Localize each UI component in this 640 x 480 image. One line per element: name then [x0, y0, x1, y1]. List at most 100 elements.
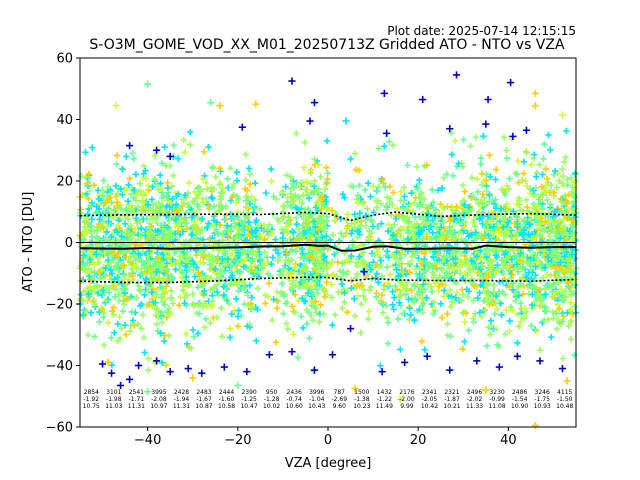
scatter-point — [85, 195, 92, 202]
scatter-point — [300, 164, 308, 171]
scatter-point — [437, 300, 445, 308]
scatter-point — [139, 199, 146, 206]
scatter-point — [149, 278, 156, 285]
scatter-point — [473, 175, 481, 182]
scatter-point — [429, 229, 436, 237]
scatter-point — [198, 215, 206, 223]
scatter-point — [114, 190, 121, 197]
scatter-point — [367, 283, 375, 291]
scatter-point — [198, 226, 206, 233]
scatter-point — [182, 209, 190, 216]
scatter-point — [321, 185, 329, 193]
scatter-point — [542, 165, 549, 173]
scatter-point — [502, 331, 509, 338]
scatter-point — [89, 252, 96, 259]
scatter-point — [114, 199, 121, 206]
scatter-point — [423, 294, 430, 302]
scatter-point — [506, 317, 513, 325]
scatter-point — [548, 334, 555, 341]
scatter-point — [150, 208, 157, 215]
scatter-point — [117, 185, 125, 193]
bin-count-label: 4115 — [557, 389, 572, 396]
scatter-point — [386, 271, 394, 278]
scatter-point — [131, 263, 138, 271]
scatter-point — [362, 186, 369, 194]
bin-count-label: 2541 — [129, 389, 144, 396]
scatter-point — [125, 231, 132, 238]
bin-std-label: 10.47 — [240, 403, 257, 410]
scatter-point — [177, 224, 184, 232]
scatter-point — [265, 280, 273, 287]
outlier-point — [380, 89, 388, 97]
scatter-point — [172, 216, 180, 223]
scatter-point — [129, 150, 136, 157]
scatter-point — [199, 254, 207, 261]
scatter-point — [176, 302, 183, 309]
scatter-point — [486, 152, 493, 159]
y-tick-label: 40 — [56, 113, 73, 128]
scatter-point — [95, 259, 102, 266]
scatter-point — [347, 155, 354, 163]
outlier-point — [144, 80, 152, 88]
bin-mean-label: -1.60 — [219, 396, 235, 403]
scatter-point — [523, 196, 530, 204]
scatter-point — [100, 309, 108, 317]
scatter-point — [390, 189, 397, 196]
scatter-point — [209, 297, 216, 305]
outlier-point — [144, 388, 152, 396]
scatter-point — [154, 255, 162, 262]
scatter-point — [113, 252, 121, 260]
scatter-point — [459, 345, 466, 353]
scatter-point — [190, 302, 198, 309]
bin-count-label: 2486 — [512, 389, 527, 396]
scatter-point — [148, 289, 156, 296]
scatter-point — [407, 311, 414, 319]
scatter-point — [191, 188, 199, 196]
scatter-point — [166, 253, 174, 260]
scatter-point — [498, 311, 505, 319]
scatter-point — [87, 203, 94, 210]
scatter-point — [210, 185, 218, 193]
outlier-point — [522, 126, 530, 134]
outlier-point — [484, 95, 492, 104]
scatter-point — [195, 190, 203, 198]
scatter-point — [147, 223, 154, 231]
bin-count-label: 950 — [266, 389, 278, 396]
outlier-point — [482, 120, 490, 128]
scatter-point — [161, 143, 168, 151]
scatter-point — [428, 288, 436, 295]
bin-mean-label: -0.99 — [489, 396, 505, 403]
scatter-point — [246, 181, 254, 188]
scatter-point — [118, 324, 125, 332]
scatter-point — [84, 331, 92, 338]
scatter-point — [126, 328, 134, 335]
scatter-point — [108, 270, 116, 277]
scatter-point — [384, 263, 391, 271]
scatter-point — [96, 318, 103, 326]
scatter-point — [135, 250, 142, 257]
scatter-point — [159, 189, 166, 196]
scatter-point — [533, 173, 540, 180]
scatter-point — [205, 251, 213, 258]
scatter-point — [130, 252, 138, 260]
scatter-point — [183, 225, 191, 233]
bin-count-label: 787 — [334, 389, 346, 396]
scatter-point — [138, 325, 145, 332]
scatter-point — [483, 342, 491, 350]
outlier-point — [220, 363, 228, 371]
outlier-point — [531, 102, 540, 110]
scatter-point — [164, 179, 171, 186]
scatter-point — [163, 194, 171, 201]
bin-count-label: 2444 — [219, 389, 234, 396]
scatter-point — [274, 305, 281, 312]
bin-std-label: 10.60 — [286, 403, 303, 410]
scatter-point — [129, 317, 137, 324]
scatter-point — [91, 261, 98, 268]
scatter-point — [547, 146, 554, 154]
scatter-point — [444, 332, 451, 339]
scatter-point — [199, 303, 206, 310]
scatter-point — [173, 193, 180, 200]
scatter-point — [226, 334, 234, 341]
scatter-point — [122, 331, 130, 338]
scatter-point — [102, 265, 110, 272]
